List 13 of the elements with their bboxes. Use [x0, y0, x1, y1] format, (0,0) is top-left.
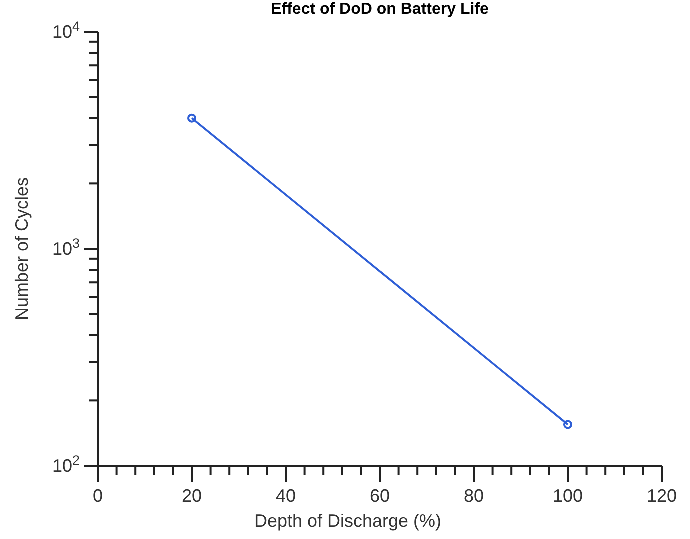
y-tick-label: 10$^{3}$ — [52, 236, 80, 259]
chart-title: Effect of DoD on Battery Life — [271, 1, 489, 18]
y-tick-label: 10$^{4}$ — [52, 18, 80, 42]
y-axis-title: Number of Cycles — [12, 177, 32, 321]
x-tick-label: 0 — [92, 486, 104, 506]
x-tick-label: 60 — [370, 486, 390, 506]
x-axis-title: Depth of Discharge (%) — [254, 511, 442, 531]
x-tick-label: 120 — [646, 486, 678, 506]
x-tick-label: 40 — [276, 486, 296, 506]
x-tick-label: 20 — [182, 486, 202, 506]
x-tick-label: 80 — [464, 486, 484, 506]
y-tick-label: 10$^{2}$ — [52, 452, 80, 476]
x-tick-label: 100 — [552, 486, 584, 506]
